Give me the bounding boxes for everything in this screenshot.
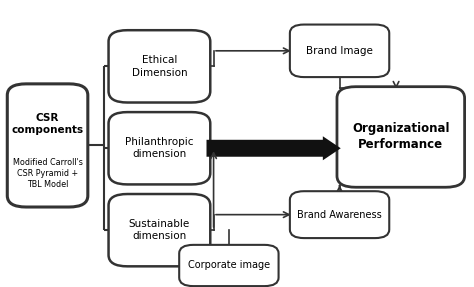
Text: Sustainable
dimension: Sustainable dimension: [129, 219, 190, 241]
Polygon shape: [207, 136, 341, 160]
Text: Brand Awareness: Brand Awareness: [297, 210, 382, 220]
Text: CSR
components: CSR components: [11, 113, 83, 135]
FancyBboxPatch shape: [290, 25, 389, 77]
Text: Brand Image: Brand Image: [306, 46, 373, 56]
Text: Corporate image: Corporate image: [188, 261, 270, 270]
FancyBboxPatch shape: [109, 194, 210, 266]
Text: Modified Carroll's
CSR Pyramid +
TBL Model: Modified Carroll's CSR Pyramid + TBL Mod…: [13, 158, 82, 189]
Text: Ethical
Dimension: Ethical Dimension: [132, 55, 187, 77]
FancyBboxPatch shape: [179, 245, 279, 286]
FancyBboxPatch shape: [109, 112, 210, 185]
Text: Organizational
Performance: Organizational Performance: [352, 123, 449, 152]
Text: Philanthropic
dimension: Philanthropic dimension: [125, 137, 194, 160]
FancyBboxPatch shape: [7, 84, 88, 207]
FancyBboxPatch shape: [337, 87, 465, 187]
FancyBboxPatch shape: [109, 30, 210, 102]
FancyBboxPatch shape: [290, 191, 389, 238]
